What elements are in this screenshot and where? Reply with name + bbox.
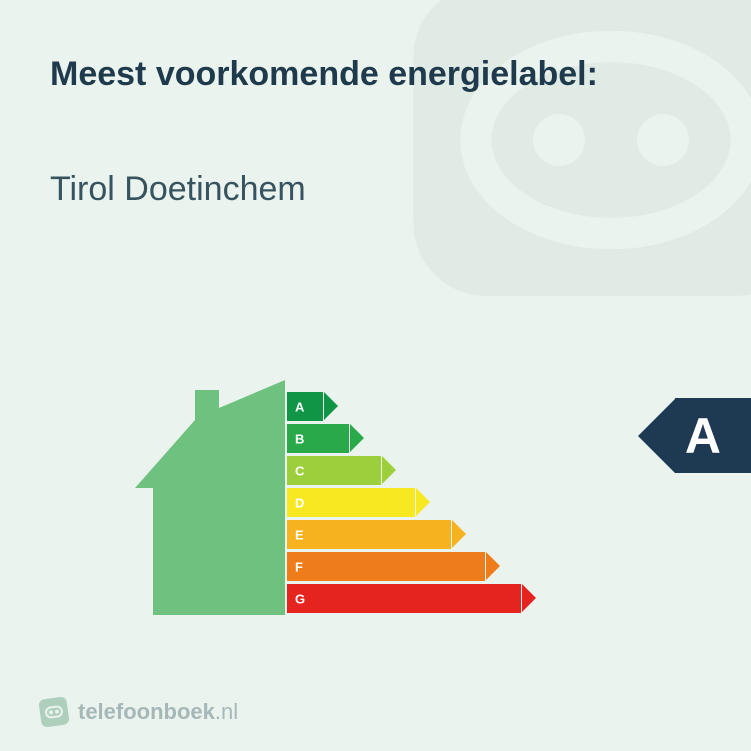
location-subtitle: Tirol Doetinchem [50, 170, 306, 209]
footer-brand: telefoonboek.nl [78, 699, 238, 725]
footer: telefoonboek.nl [40, 698, 238, 726]
energy-bar-f: F [287, 552, 521, 581]
energy-bar-label: C [295, 463, 304, 478]
energy-bar-c: C [287, 456, 521, 485]
energy-bar-label: A [295, 399, 304, 414]
energy-bar-label: G [295, 591, 305, 606]
energy-bar-g: G [287, 584, 521, 613]
page-title: Meest voorkomende energielabel: [50, 55, 598, 94]
rating-letter: A [685, 407, 721, 465]
energy-label-chart: A B C D E F G [135, 380, 615, 630]
rating-badge-arrow [638, 399, 675, 473]
energy-bar-fill: A [287, 392, 323, 421]
footer-logo-icon [38, 696, 70, 728]
rating-badge-body: A [675, 398, 751, 473]
energy-bar-e: E [287, 520, 521, 549]
energy-bar-fill: D [287, 488, 415, 517]
energy-bar-fill: E [287, 520, 451, 549]
energy-bar-a: A [287, 392, 521, 421]
energy-bar-fill: F [287, 552, 485, 581]
energy-bar-fill: G [287, 584, 521, 613]
house-icon [135, 380, 285, 615]
energy-bar-b: B [287, 424, 521, 453]
energy-bar-label: E [295, 527, 304, 542]
energy-bar-label: F [295, 559, 303, 574]
energy-bar-fill: B [287, 424, 349, 453]
footer-brand-light: .nl [215, 699, 238, 724]
energy-bar-d: D [287, 488, 521, 517]
rating-badge: A [638, 398, 751, 473]
footer-brand-bold: telefoonboek [78, 699, 215, 724]
energy-bars-container: A B C D E F G [287, 392, 521, 616]
energy-bar-label: B [295, 431, 304, 446]
energy-bar-fill: C [287, 456, 381, 485]
energy-bar-label: D [295, 495, 304, 510]
